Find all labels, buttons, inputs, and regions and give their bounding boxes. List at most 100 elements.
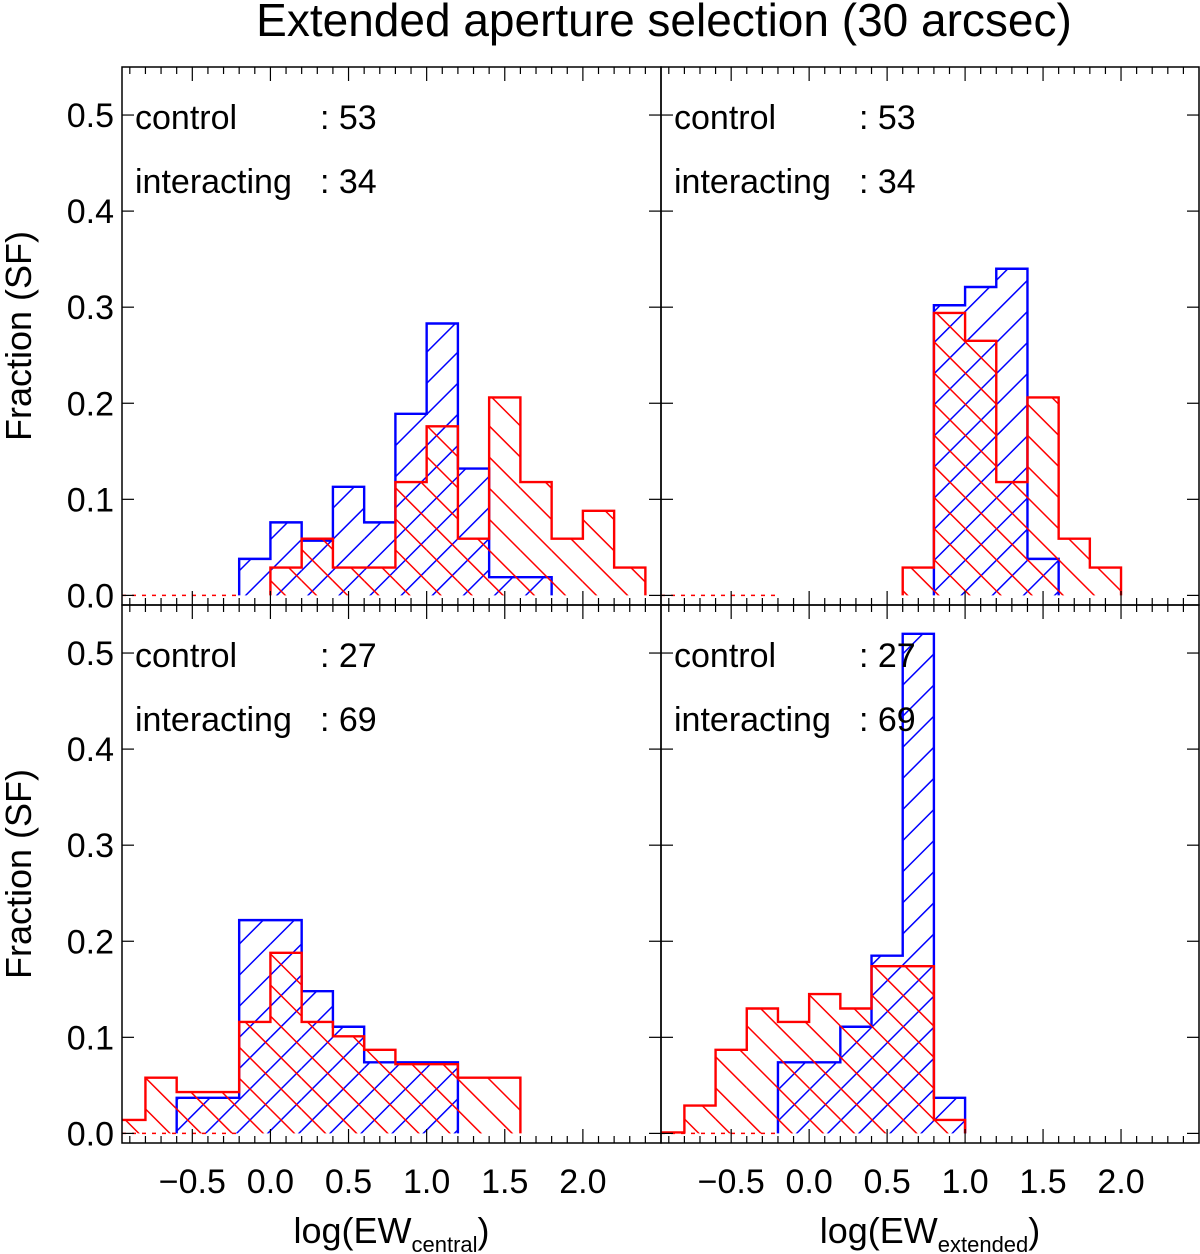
plot-area xyxy=(122,918,522,1135)
bar-interacting xyxy=(614,567,646,596)
bar-interacting xyxy=(902,966,934,1134)
bar-interacting xyxy=(207,1092,240,1134)
x-tick-label: 0.5 xyxy=(863,1163,910,1201)
annotation-control-count: : 27 xyxy=(859,637,916,675)
bar-interacting xyxy=(840,1008,872,1134)
bar-interacting xyxy=(332,1036,365,1134)
bar-interacting xyxy=(122,1119,146,1134)
plot-area xyxy=(661,632,967,1135)
y-tick-label: 0.5 xyxy=(67,635,114,673)
bar-interacting xyxy=(746,1008,778,1134)
panels: 0.0 0.1 0.2 0.3 0.4 0.5 control : 53 interacting… xyxy=(0,66,1200,1254)
y-tick-label: 0.0 xyxy=(67,577,114,615)
bar-interacting xyxy=(933,312,966,596)
bar-interacting xyxy=(364,567,396,596)
annotation-control-count: : 53 xyxy=(859,99,916,137)
bar-interacting xyxy=(933,1119,966,1134)
x-axis-label-end: ) xyxy=(1028,1210,1040,1251)
y-axis-label: Fraction (SF) xyxy=(0,231,39,441)
y-tick-label: 0.4 xyxy=(67,193,114,231)
bar-interacting xyxy=(457,1077,490,1134)
bar-interacting xyxy=(145,1077,177,1134)
annotation-control-count: : 27 xyxy=(320,637,377,675)
bar-control xyxy=(239,558,271,596)
y-tick-label: 0.2 xyxy=(67,385,114,423)
x-axis-label-end: ) xyxy=(478,1210,490,1251)
bar-interacting xyxy=(270,952,302,1134)
y-tick-label: 0.3 xyxy=(67,289,114,327)
annotation-control-label: control xyxy=(135,99,237,137)
bar-interacting xyxy=(301,538,333,596)
annotation-interacting-label: interacting xyxy=(674,701,831,739)
x-axis-label-subscript: central xyxy=(411,1232,477,1254)
bar-interacting xyxy=(332,567,365,596)
panel-frame xyxy=(660,66,1200,606)
series-interacting xyxy=(901,311,1123,596)
annotation-control-label: control xyxy=(674,637,776,675)
bar-interacting xyxy=(684,1105,716,1134)
y-tick-label: 0.2 xyxy=(67,923,114,961)
plot-area xyxy=(122,322,647,597)
bar-interacting xyxy=(777,1021,810,1134)
y-tick-label: 0.4 xyxy=(67,731,114,769)
x-tick-label: 1.0 xyxy=(403,1163,450,1201)
bar-interacting xyxy=(176,1092,208,1134)
series-interacting xyxy=(122,951,522,1134)
x-axis-label: log(EWcentral) xyxy=(293,1210,489,1254)
bar-interacting xyxy=(1058,538,1090,596)
y-tick-label: 0.0 xyxy=(67,1115,114,1153)
bar-interacting xyxy=(1027,397,1059,596)
series-interacting xyxy=(269,396,647,596)
x-tick-label: 1.0 xyxy=(941,1163,988,1201)
bar-interacting xyxy=(715,1049,747,1134)
annotation-control-label: control xyxy=(674,99,776,137)
y-tick-label: 0.5 xyxy=(67,97,114,135)
annotation-interacting-count: : 34 xyxy=(320,163,377,201)
annotation-interacting-count: : 69 xyxy=(859,701,916,739)
bar-interacting xyxy=(426,426,458,596)
panel-bottom-left: 0.0 0.1 0.2 0.3 0.4 0.5 −0.5 0.0 0.5 1.0 1.5 2.0 con… xyxy=(0,604,662,1254)
bar-interacting xyxy=(457,538,490,596)
bar-interacting xyxy=(1089,567,1122,596)
x-axis-label-main: log(EW xyxy=(293,1210,411,1251)
annotation-interacting-count: : 34 xyxy=(859,163,916,201)
x-tick-label: 1.5 xyxy=(1019,1163,1066,1201)
x-tick-label: −0.5 xyxy=(698,1163,765,1201)
bar-interacting xyxy=(239,1021,271,1134)
panel-top-right: control : 53 interacting : 34 xyxy=(660,66,1200,606)
outline-interacting xyxy=(122,951,522,1134)
plot-area xyxy=(661,267,1123,597)
bar-interacting xyxy=(551,538,583,596)
bar-interacting xyxy=(871,966,903,1134)
bar-interacting xyxy=(965,340,997,596)
bar-interacting xyxy=(809,994,841,1134)
y-tick-label: 0.3 xyxy=(67,827,114,865)
annotation-interacting-label: interacting xyxy=(135,163,292,201)
outline-interacting xyxy=(269,396,647,596)
bar-interacting xyxy=(301,1021,333,1134)
panel-frame xyxy=(660,604,1200,1144)
bar-interacting xyxy=(582,510,615,596)
y-tick-label: 0.1 xyxy=(67,1019,114,1057)
outline-interacting xyxy=(661,965,967,1134)
x-tick-label: 2.0 xyxy=(559,1163,606,1201)
x-tick-label: 2.0 xyxy=(1097,1163,1144,1201)
x-tick-label: −0.5 xyxy=(159,1163,226,1201)
x-axis-label-main: log(EW xyxy=(820,1210,938,1251)
bar-interacting xyxy=(395,482,427,596)
x-tick-label: 0.0 xyxy=(247,1163,294,1201)
annotation-interacting-count: : 69 xyxy=(320,701,377,739)
x-axis-label: log(EWextended) xyxy=(820,1210,1041,1254)
panel-bottom-right: −0.5 0.0 0.5 1.0 1.5 2.0 control : 27 interactin… xyxy=(660,604,1200,1254)
series-interacting xyxy=(661,965,967,1134)
bar-interacting xyxy=(395,1064,427,1134)
bar-interacting xyxy=(489,1077,521,1134)
annotation-control-count: : 53 xyxy=(320,99,377,137)
bar-interacting xyxy=(520,482,552,596)
bar-interacting xyxy=(270,567,302,596)
annotation-interacting-label: interacting xyxy=(674,163,831,201)
bar-interacting xyxy=(996,482,1028,596)
annotation-control-label: control xyxy=(135,637,237,675)
x-tick-label: 0.0 xyxy=(786,1163,833,1201)
